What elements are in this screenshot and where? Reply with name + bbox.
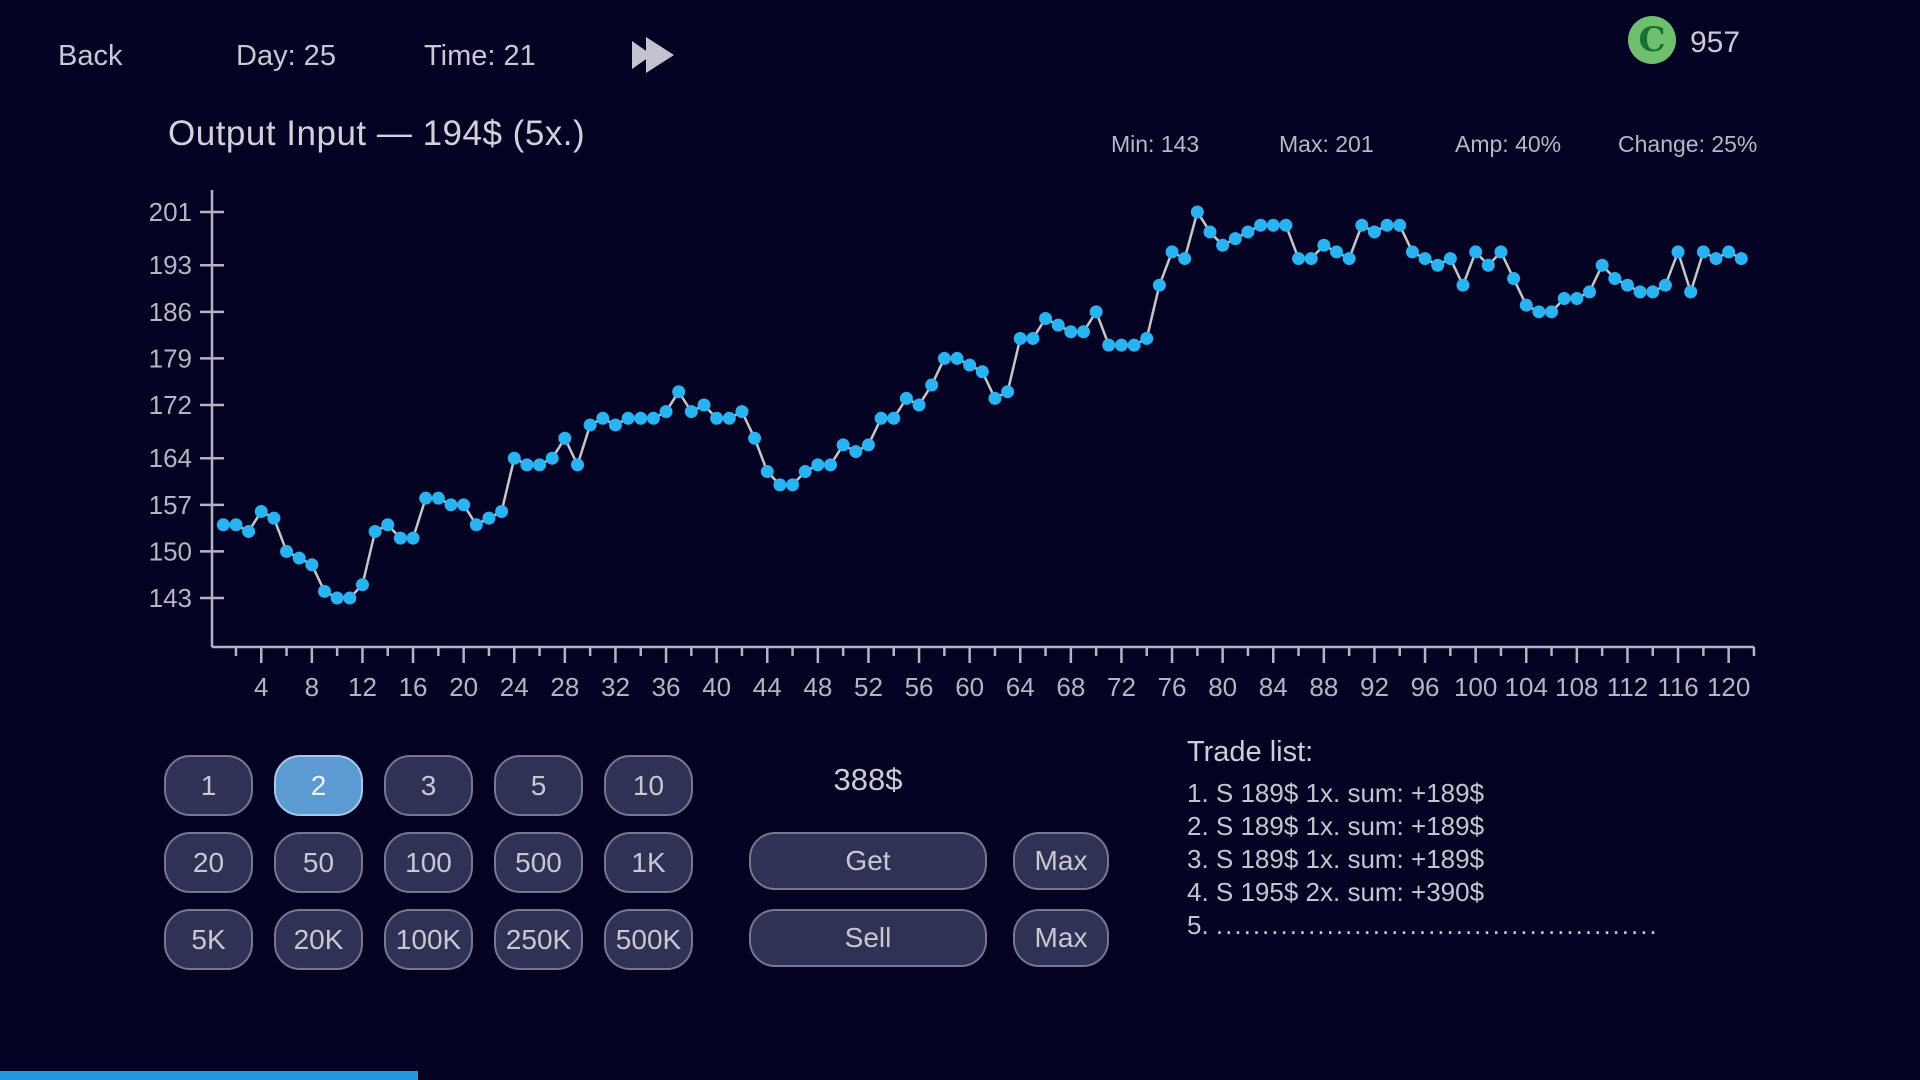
svg-text:201: 201: [149, 197, 192, 227]
max-sell-button[interactable]: Max: [1013, 909, 1109, 967]
stock-title: Output Input — 194$ (5x.): [168, 114, 586, 153]
svg-text:84: 84: [1259, 672, 1288, 702]
back-button[interactable]: Back: [58, 40, 123, 72]
qty-button-1k[interactable]: 1K: [604, 832, 693, 893]
trade-list-item: 4. S 195$ 2x. sum: +390$: [1187, 877, 1485, 907]
svg-text:157: 157: [149, 490, 192, 520]
svg-text:28: 28: [550, 672, 579, 702]
svg-text:116: 116: [1657, 672, 1698, 702]
qty-button-500k[interactable]: 500K: [604, 909, 693, 970]
svg-text:193: 193: [149, 250, 192, 280]
trade-amount-display: 388$: [833, 762, 903, 797]
svg-text:96: 96: [1411, 672, 1440, 702]
svg-text:48: 48: [803, 672, 832, 702]
svg-text:80: 80: [1208, 672, 1237, 702]
svg-text:32: 32: [601, 672, 630, 702]
qty-button-250k[interactable]: 250K: [494, 909, 583, 970]
svg-text:72: 72: [1107, 672, 1136, 702]
get-button[interactable]: Get: [749, 832, 987, 890]
svg-text:36: 36: [652, 672, 681, 702]
stat-amp: Amp: 40%: [1455, 131, 1562, 157]
svg-text:60: 60: [955, 672, 984, 702]
qty-button-100[interactable]: 100: [384, 832, 473, 893]
qty-button-100k[interactable]: 100K: [384, 909, 473, 970]
qty-button-50[interactable]: 50: [274, 832, 363, 893]
svg-text:40: 40: [702, 672, 731, 702]
trade-list-title: Trade list:: [1187, 736, 1314, 768]
svg-text:16: 16: [399, 672, 428, 702]
svg-text:44: 44: [753, 672, 782, 702]
svg-text:120: 120: [1707, 672, 1750, 702]
qty-button-10[interactable]: 10: [604, 755, 693, 816]
qty-button-5[interactable]: 5: [494, 755, 583, 816]
qty-button-3[interactable]: 3: [384, 755, 473, 816]
stat-min: Min: 143: [1111, 131, 1200, 157]
qty-button-grid: 1 2 3 5 10 20 50 100 500 1K 5K 20K 100K …: [164, 755, 693, 970]
svg-text:52: 52: [854, 672, 883, 702]
trade-list-item: 1. S 189$ 1x. sum: +189$: [1187, 778, 1485, 808]
trade-list-panel: Trade list: 1. S 189$ 1x. sum: +189$ 2. …: [1187, 736, 1659, 942]
coin-balance: 957: [1690, 26, 1741, 59]
fast-forward-icon[interactable]: [630, 36, 676, 79]
trade-list-item: 2. S 189$ 1x. sum: +189$: [1187, 811, 1485, 841]
stat-change: Change: 25%: [1618, 131, 1758, 157]
day-label: Day: 25: [236, 40, 336, 72]
coin-icon: C: [1628, 16, 1676, 64]
trade-list-placeholder-dots: ........................................…: [1215, 910, 1659, 940]
svg-text:172: 172: [149, 390, 192, 420]
trade-list-placeholder-num: 5.: [1187, 910, 1209, 940]
svg-text:150: 150: [149, 536, 192, 566]
svg-text:20: 20: [449, 672, 478, 702]
svg-text:92: 92: [1360, 672, 1389, 702]
qty-button-1[interactable]: 1: [164, 755, 253, 816]
svg-text:143: 143: [149, 583, 192, 613]
qty-button-2[interactable]: 2: [274, 755, 363, 816]
svg-text:24: 24: [500, 672, 529, 702]
trade-list-placeholder: 5. .....................................…: [1187, 909, 1659, 942]
svg-text:112: 112: [1607, 672, 1648, 702]
time-progress-bar: [0, 1071, 418, 1080]
svg-text:56: 56: [905, 672, 934, 702]
svg-text:164: 164: [149, 443, 192, 473]
trade-list-item: 3. S 189$ 1x. sum: +189$: [1187, 844, 1485, 874]
qty-button-20k[interactable]: 20K: [274, 909, 363, 970]
svg-text:88: 88: [1309, 672, 1338, 702]
svg-text:64: 64: [1006, 672, 1035, 702]
svg-text:68: 68: [1056, 672, 1085, 702]
time-label: Time: 21: [424, 40, 536, 72]
qty-button-500[interactable]: 500: [494, 832, 583, 893]
svg-text:4: 4: [254, 672, 268, 702]
svg-text:8: 8: [305, 672, 319, 702]
svg-text:100: 100: [1454, 672, 1497, 702]
svg-text:104: 104: [1505, 672, 1548, 702]
sell-button[interactable]: Sell: [749, 909, 987, 967]
svg-text:186: 186: [149, 297, 192, 327]
coin-letter: C: [1638, 20, 1666, 60]
max-get-button[interactable]: Max: [1013, 832, 1109, 890]
qty-button-20[interactable]: 20: [164, 832, 253, 893]
svg-text:179: 179: [149, 343, 192, 373]
stat-max: Max: 201: [1279, 131, 1374, 157]
qty-button-5k[interactable]: 5K: [164, 909, 253, 970]
svg-text:108: 108: [1555, 672, 1598, 702]
svg-text:12: 12: [348, 672, 377, 702]
svg-text:76: 76: [1158, 672, 1187, 702]
